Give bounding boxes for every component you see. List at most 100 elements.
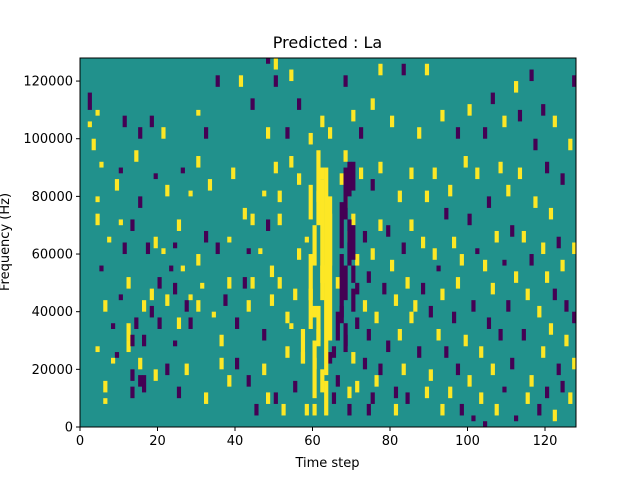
heatmap-cell [188,190,193,197]
heatmap-cell [366,403,371,416]
heatmap-cell [424,63,430,76]
heatmap-cell [273,58,278,70]
heatmap-cell [397,190,402,203]
heatmap-cell [498,161,503,174]
heatmap-cell [173,282,178,295]
heatmap-cell [95,213,100,226]
heatmap-cell [207,179,213,191]
heatmap-cell [103,398,108,404]
heatmap-cell [405,392,410,404]
heatmap-cell [157,317,162,329]
heatmap-cell [343,323,348,353]
heatmap-cell [176,317,182,329]
heatmap-cell [486,196,492,208]
heatmap-cell [424,190,430,203]
heatmap-cell [111,323,116,329]
heatmap-cell [362,230,368,243]
heatmap-cell [560,259,565,272]
x-tick-label: 20 [149,434,166,449]
heatmap-cell [471,300,476,312]
heatmap-cell [184,363,189,376]
heatmap-cell [560,173,565,185]
heatmap-cell [196,156,201,168]
heatmap-cell [99,161,104,168]
heatmap-cell [362,300,368,312]
heatmap-cell [401,242,406,255]
heatmap-cell [173,340,178,347]
heatmap-cell [440,403,445,416]
heatmap-cell [560,380,565,393]
y-tick-label: 100000 [23,132,73,147]
heatmap-cell [490,282,495,295]
heatmap-cell [153,369,158,381]
heatmap-cell [312,225,317,266]
heatmap-cell [138,127,143,139]
heatmap-cell [308,254,313,329]
heatmap-cell [153,173,158,180]
heatmap-cell [149,288,154,301]
heatmap-cell [347,403,352,416]
heatmap-cell [355,317,360,329]
heatmap-cell [328,213,333,266]
heatmap-cell [486,317,492,329]
heatmap-cell [359,127,364,139]
y-tick-label: 80000 [32,190,73,205]
heatmap-cell [533,138,538,151]
heatmap-cell [339,173,344,185]
heatmap-cell [448,184,453,197]
y-tick-label: 60000 [32,248,73,263]
heatmap-cell [467,104,472,116]
heatmap-cell [285,346,290,358]
heatmap-cell [277,213,282,226]
heatmap-cell [335,375,340,387]
heatmap-cell [262,328,267,341]
heatmap-cell [378,219,383,231]
plot-area [80,58,577,427]
heatmap-cell [250,98,255,110]
heatmap-cell [118,294,123,301]
heatmap-cell [548,207,554,220]
heatmap-cell [246,375,251,387]
heatmap-cell [289,323,294,329]
heatmap-cell [541,104,546,116]
heatmap-cell [343,75,348,87]
heatmap-cell [390,115,395,128]
heatmap-cell [289,69,294,82]
heatmap-cell [374,311,379,324]
heatmap-cell [269,265,275,278]
heatmap-cell [297,98,302,110]
heatmap-cell [111,357,116,364]
heatmap-cell [157,277,162,289]
heatmap-cell [242,277,247,289]
heatmap-cell [459,254,464,266]
heatmap-cell [114,352,120,358]
heatmap-cell [266,127,271,139]
heatmap-cell [219,334,224,347]
heatmap-cell [455,363,461,376]
heatmap-cell [277,277,282,289]
heatmap-cell [227,277,232,289]
heatmap-cell [277,190,282,203]
heatmap-cell [483,421,488,427]
heatmap-cell [200,282,205,289]
y-tick-label: 20000 [32,363,73,378]
chart-title: Predicted : La [273,33,382,52]
x-tick-label: 60 [304,434,321,449]
heatmap-cell [188,294,193,301]
heatmap-cell [545,161,550,174]
heatmap-cell [467,375,472,387]
heatmap-cell [87,92,92,110]
heatmap-cell [130,219,135,231]
heatmap-cell [312,305,317,318]
heatmap-cell [126,277,131,289]
heatmap-cell [521,328,526,341]
heatmap-cell [130,334,135,347]
heatmap-cell [308,132,313,145]
heatmap-cell [273,75,278,87]
heatmap-cell [285,311,290,324]
heatmap-cell [335,277,340,289]
heatmap-cell [262,363,267,376]
heatmap-cell [235,357,240,370]
heatmap-cell [564,334,569,347]
heatmap-cell [568,392,573,404]
